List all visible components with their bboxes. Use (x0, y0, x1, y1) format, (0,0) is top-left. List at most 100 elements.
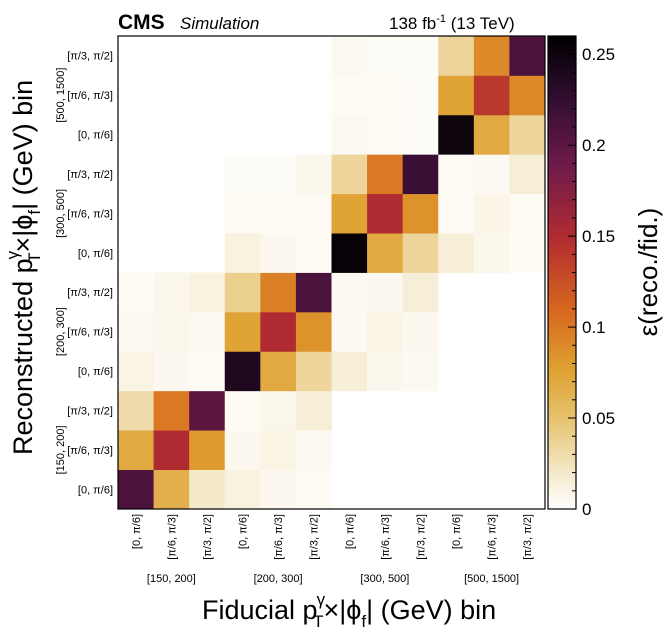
heatmap-cell (118, 311, 154, 352)
y-title-mid: ×|ϕ (8, 215, 38, 253)
heatmap-cell (367, 36, 404, 76)
heatmap-cell (153, 272, 190, 313)
heatmap-cell (189, 272, 226, 313)
x-tick-label: [π/3, π/2] (202, 514, 214, 560)
colorbar-title: ε(reco./fid.) (633, 208, 663, 337)
heatmap-cell (331, 351, 368, 392)
heatmap-cell (367, 75, 404, 116)
heatmap-cell (438, 233, 475, 273)
x-tick-label: [0, π/6] (131, 514, 143, 549)
y-title-pre: Reconstructed p (8, 258, 38, 455)
simulation-label: Simulation (180, 14, 259, 33)
heatmap-cell (402, 154, 439, 195)
heatmap-cell (402, 233, 439, 273)
x-title-pre: Fiducial p (202, 595, 318, 625)
x-tick-label: [π/6, π/3] (166, 514, 178, 560)
heatmap-cell (473, 193, 510, 234)
heatmap-cell (260, 154, 297, 195)
colorbar-ticks: 0 0.05 0.1 0.15 0.2 0.25 (568, 45, 615, 519)
heatmap-cell (224, 193, 261, 234)
colorbar-tick-label: 0.25 (582, 45, 615, 64)
heatmap-cell (224, 390, 261, 431)
heatmap-cell (189, 390, 226, 431)
y-tick-label: [π/3, π/2] (67, 51, 113, 63)
y-tick-label: [0, π/6] (78, 130, 113, 142)
y-title-sub: T (25, 253, 44, 263)
colorbar-tick-label: 0.1 (582, 318, 606, 337)
heatmap-cell (438, 36, 475, 76)
y-title-sup: γ (3, 250, 22, 259)
heatmap-cell (153, 469, 190, 510)
heatmap-cell (402, 75, 439, 116)
heatmap-cell (331, 75, 368, 116)
heatmap-cell (224, 351, 261, 392)
x-tick-label: [π/3, π/2] (416, 514, 428, 560)
heatmap-cell (402, 114, 439, 155)
heatmap-cell (367, 193, 404, 234)
heatmap-cell (402, 351, 439, 392)
x-tick-label: [0, π/6] (344, 514, 356, 549)
heatmap-cell (260, 430, 297, 470)
heatmap-cell (189, 311, 226, 352)
heatmap-cell (331, 36, 368, 76)
x-axis-title: Fiducial pγ T×|ϕf| (GeV) bin (202, 590, 496, 631)
heatmap-cell (331, 193, 368, 234)
heatmap-cell (331, 114, 368, 155)
heatmap-cell (260, 469, 297, 510)
heatmap-cell (402, 36, 439, 76)
colorbar-tick-label: 0.15 (582, 227, 615, 246)
x-title-sup: γ (317, 590, 326, 609)
heatmap-cell (509, 75, 546, 116)
heatmap-cell (509, 193, 546, 234)
x-group-labels: [150, 200] [200, 300] [300, 500] [500, 1500… (147, 573, 519, 585)
heatmap-cell (153, 311, 190, 352)
y-tick-label: [0, π/6] (78, 248, 113, 260)
heatmap-cells (118, 36, 546, 510)
heatmap-cell (438, 193, 475, 234)
heatmap-cell (224, 272, 261, 313)
plot-frame (117, 35, 546, 510)
x-tick-label: [π/6, π/3] (273, 514, 285, 560)
heatmap-cell (189, 430, 226, 470)
heatmap-cell (473, 154, 510, 195)
heatmap-cell (331, 311, 368, 352)
x-group-label: [150, 200] (147, 573, 196, 585)
y-tick-label: [0, π/6] (78, 366, 113, 378)
heatmap-cell (224, 430, 261, 470)
heatmap-cell (295, 351, 332, 392)
heatmap-cell (295, 311, 332, 352)
x-group-label: [500, 1500] (464, 573, 519, 585)
heatmap-cell (153, 430, 190, 470)
y-group-label: [300, 500] (55, 189, 67, 238)
y-tick-labels: [0, π/6] [π/6, π/3] [π/3, π/2] [0, π/6] [π/6… (67, 51, 113, 497)
heatmap-cell (402, 272, 439, 313)
y-tick-label: [π/6, π/3] (67, 90, 113, 102)
heatmap-cell (473, 36, 510, 76)
heatmap-cell (295, 233, 332, 273)
heatmap-cell (118, 390, 154, 431)
heatmap-cell (509, 36, 546, 76)
heatmap-cell (189, 351, 226, 392)
heatmap-cell (295, 272, 332, 313)
heatmap-cell (367, 351, 404, 392)
y-tick-label: [π/6, π/3] (67, 445, 113, 457)
y-group-label: [200, 300] (55, 307, 67, 356)
cms-label: CMS (118, 11, 165, 34)
y-tick-label: [π/3, π/2] (67, 406, 113, 418)
x-title-sub2: f (361, 612, 366, 631)
heatmap-cell (153, 390, 190, 431)
heatmap-cell (224, 469, 261, 510)
heatmap-cell (367, 114, 404, 155)
x-group-label: [200, 300] (254, 573, 303, 585)
y-title-sub2: f (25, 210, 44, 215)
heatmap-cell (295, 154, 332, 195)
heatmap-cell (473, 114, 510, 155)
heatmap-cell (295, 430, 332, 470)
x-title-mid: ×|ϕ (323, 595, 361, 625)
colorbar (548, 36, 576, 509)
y-tick-label: [0, π/6] (78, 484, 113, 496)
y-axis-title: Reconstructed pγ T×|ϕf| (GeV) bin (3, 80, 44, 455)
heatmap-cell (260, 390, 297, 431)
heatmap-cell (331, 272, 368, 313)
heatmap-cell (224, 154, 261, 195)
